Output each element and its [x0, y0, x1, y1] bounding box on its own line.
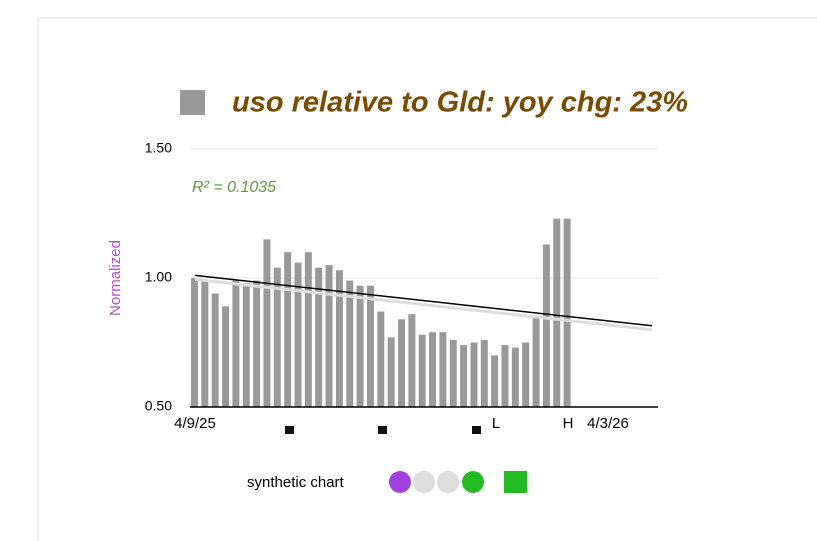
legend-icon[interactable]: [504, 471, 527, 493]
bar: [315, 267, 323, 407]
bar: [408, 314, 416, 407]
title-icon: [180, 90, 205, 115]
bar: [501, 345, 509, 407]
bar: [480, 339, 488, 407]
r-squared: R² = 0.1035: [192, 179, 276, 196]
trendline: [194, 274, 653, 327]
bar: [304, 252, 312, 407]
bar: [377, 311, 385, 407]
bar: [511, 347, 519, 407]
legend-icon[interactable]: [413, 471, 435, 493]
y-tick-label: 1.00: [145, 269, 172, 285]
low-label: L: [492, 415, 500, 432]
bar: [253, 280, 261, 407]
x-end-label: 4/3/26: [587, 415, 629, 432]
high-label: H: [563, 415, 574, 432]
bar: [284, 252, 292, 407]
bar: [398, 319, 405, 407]
bar: [418, 334, 426, 407]
bar: [335, 270, 343, 407]
bar: [491, 355, 499, 407]
bar: [242, 283, 250, 407]
legend-icon[interactable]: [437, 471, 459, 493]
bar: [439, 332, 447, 407]
bar: [294, 262, 302, 407]
bar: [222, 306, 230, 407]
y-tick-label: 1.50: [145, 140, 172, 156]
bar: [232, 280, 240, 407]
legend-label: synthetic chart: [247, 474, 345, 491]
bar: [356, 285, 364, 407]
bar: [366, 285, 374, 407]
bar: [273, 267, 281, 407]
event-marker: [472, 426, 481, 434]
bar: [553, 218, 561, 407]
chart-title: uso relative to Gld: yoy chg: 23%: [232, 87, 688, 119]
legend-icon[interactable]: [389, 471, 411, 493]
bar: [522, 342, 530, 407]
bar: [201, 280, 209, 407]
bar: [346, 280, 354, 407]
event-marker: [378, 426, 387, 434]
legend-icon[interactable]: [462, 471, 484, 493]
y-axis-label: Normalized: [107, 240, 124, 316]
bar: [325, 265, 333, 407]
bar: [449, 339, 457, 407]
bar: [387, 337, 395, 407]
x-start-label: 4/9/25: [174, 415, 216, 432]
bar: [563, 218, 571, 407]
bar: [211, 293, 219, 407]
trendline-shadow: [194, 277, 653, 332]
bar: [429, 332, 437, 407]
bar: [191, 278, 198, 407]
bar: [460, 345, 468, 407]
y-tick-label: 0.50: [145, 398, 172, 414]
bar: [263, 239, 271, 407]
bar: [542, 244, 550, 407]
event-marker: [285, 426, 294, 434]
bar: [470, 342, 478, 407]
bar: [532, 316, 540, 407]
